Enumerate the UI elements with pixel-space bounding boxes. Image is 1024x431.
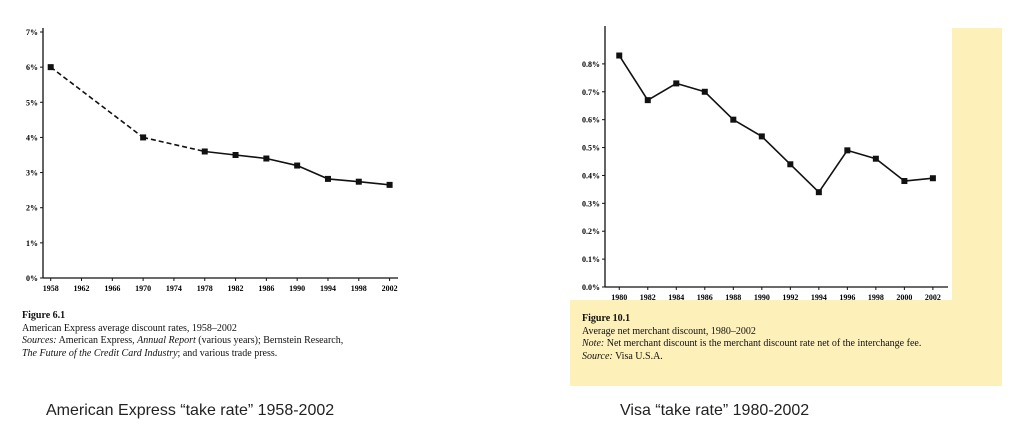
visa-figure-label: Figure 10.1 [582,313,631,324]
data-point [140,134,147,141]
data-point [929,175,936,182]
y-tick-label: 1% [26,239,38,248]
y-tick-label: 0.6% [582,116,600,125]
y-tick-label: 4% [26,133,38,142]
x-tick-label: 1998 [868,293,884,302]
y-tick-label: 0.8% [582,60,600,69]
x-tick-label: 1992 [782,293,798,302]
data-point [815,189,822,196]
x-tick-label: 1970 [135,284,151,293]
x-tick-label: 1984 [668,293,684,302]
y-tick-label: 0.0% [582,283,600,292]
x-tick-label: 1996 [839,293,855,302]
amex-subtitle: American Express “take rate” 1958-2002 [46,402,335,419]
y-tick-label: 0.4% [582,171,600,180]
x-tick-label: 1988 [725,293,741,302]
x-tick-label: 1994 [320,284,336,293]
x-tick-label: 1990 [289,284,305,293]
y-tick-label: 6% [26,63,38,72]
data-point [673,80,680,87]
data-point [644,97,651,104]
amex-caption: Figure 6.1 American Express average disc… [22,310,462,360]
x-tick-label: 1986 [697,293,713,302]
series-segment [732,118,763,138]
y-tick-label: 7% [26,28,38,37]
series-segment [618,55,649,101]
data-point [201,148,208,155]
caption-highlight-right [952,28,1002,300]
visa-subtitle: Visa “take rate” 1980-2002 [620,402,810,419]
x-tick-label: 1980 [611,293,627,302]
y-tick-label: 0.1% [582,255,600,264]
data-point [730,116,737,123]
y-tick-label: 0.3% [582,199,600,208]
data-point [787,161,794,168]
data-point [324,175,331,182]
data-point [355,178,362,185]
data-point [294,162,301,169]
x-tick-label: 2000 [896,293,912,302]
visa-caption: Figure 10.1 Average net merchant discoun… [582,313,998,363]
amex-sources: Sources: American Express, Annual Report… [22,335,344,346]
data-point [872,155,879,162]
visa-chart: 0.0% 0.1% 0.2% 0.3% 0.4% 0.5% 0.6% 0.7% 0.8% 1980… [582,26,948,302]
visa-note: Note: Net merchant discount is the merch… [582,338,922,349]
y-tick-label: 0.2% [582,227,600,236]
visa-caption-text: Average net merchant discount, 1980–2002 [582,325,756,337]
series-segment [761,135,791,165]
data-point [47,64,54,71]
amex-sources-cont: The Future of the Credit Card Industry; … [22,347,278,359]
amex-caption-text: American Express average discount rates,… [22,322,237,334]
x-tick-label: 1986 [258,284,274,293]
y-tick-label: 5% [26,98,38,107]
amex-figure-label: Figure 6.1 [22,310,66,321]
x-tick-label: 1962 [74,284,90,293]
x-tick-label: 1958 [43,284,59,293]
data-point [901,178,908,185]
series-segment-dashed [50,66,144,139]
series-segment [296,164,329,180]
x-tick-label: 1990 [754,293,770,302]
series-segment [904,177,933,182]
x-tick-label: 1974 [166,284,182,293]
data-point [386,181,393,188]
x-tick-label: 1994 [811,293,827,302]
y-tick-label: 0.5% [582,144,600,153]
x-tick-label: 1982 [640,293,656,302]
x-tick-label: 1966 [104,284,120,293]
series-segment [647,82,677,101]
x-tick-label: 1982 [228,284,244,293]
data-point [758,133,765,140]
data-point [701,88,708,95]
y-tick-label: 0% [26,274,38,283]
series-segment [818,149,849,193]
data-point [232,152,239,158]
series-segment [358,180,390,186]
series-segment [789,163,820,193]
x-tick-label: 2002 [925,293,941,302]
data-point [844,147,851,154]
caption-highlight-bottom [570,300,1002,386]
series-segment [266,157,298,167]
series-segment [204,150,236,156]
amex-chart: 0% 1% 2% 3% 4% 5% 6% 7% 1958 1962 1966 1970 1974 1978… [26,28,398,293]
series-segment-dashed [142,136,205,153]
data-point [263,155,270,162]
series-segment [235,154,267,160]
data-point [616,52,623,59]
x-tick-label: 1998 [351,284,367,293]
y-tick-label: 3% [26,169,38,178]
visa-source: Source: Visa U.S.A. [582,350,663,362]
x-tick-label: 2002 [382,284,398,293]
series-segment [327,178,359,183]
series-segment [847,149,877,160]
y-tick-label: 0.7% [582,88,600,97]
series-segment [704,91,734,121]
x-tick-label: 1978 [197,284,213,293]
series-segment [875,158,905,182]
series-segment [676,82,706,93]
y-tick-label: 2% [26,204,38,213]
